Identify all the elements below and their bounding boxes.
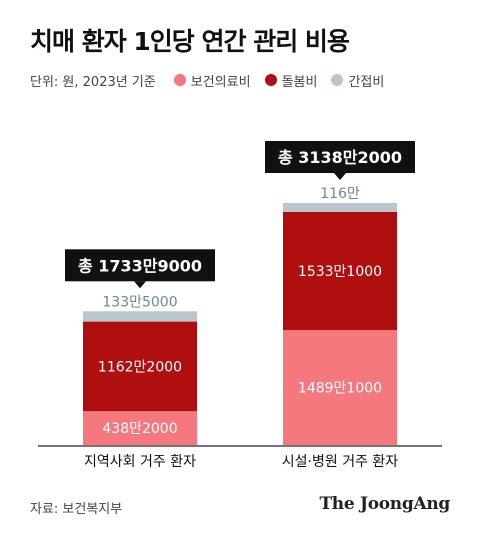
total-label: 총 1733만9000 — [78, 256, 202, 275]
bar-segment — [83, 321, 197, 412]
legend-item-medical: 보건의료비 — [173, 71, 251, 90]
data-label: 116만 — [320, 186, 360, 202]
total-callout-box — [65, 249, 215, 282]
total-callout-pointer — [334, 173, 346, 180]
brand-logo: The JoongAng — [319, 494, 450, 514]
legend-swatch-medical — [173, 74, 186, 86]
total-callout-box — [265, 141, 415, 173]
chart-title: 치매 환자 1인당 연간 관리 비용 — [30, 27, 350, 56]
bar-segment — [283, 211, 397, 331]
legend-label-care: 돌봄비 — [281, 74, 318, 90]
unit-note: 단위: 원, 2023년 기준 — [30, 74, 156, 90]
legend-bar: 단위: 원, 2023년 기준 보건의료비 돌봄비 간접비 — [30, 70, 398, 90]
bar-segment — [83, 411, 197, 445]
data-label: 1489만1000 — [298, 381, 382, 397]
category-label: 시설·병원 거주 환자 — [282, 454, 399, 470]
legend-item-care: 돌봄비 — [264, 71, 318, 90]
bar-segment — [283, 330, 397, 445]
legend-label-indirect: 간접비 — [348, 74, 385, 90]
bar-segment — [283, 203, 397, 212]
total-label: 총 3138만2000 — [278, 148, 402, 167]
legend-label-medical: 보건의료비 — [190, 74, 251, 90]
legend-item-indirect: 간접비 — [331, 71, 384, 90]
data-label: 438만2000 — [102, 421, 177, 437]
legend-swatch-indirect — [331, 74, 344, 86]
category-label: 지역사회 거주 환자 — [84, 454, 196, 470]
legend-swatch-care — [264, 74, 277, 86]
bar-segment — [83, 311, 197, 322]
total-callout-pointer — [134, 281, 146, 289]
data-label: 1533만1000 — [298, 264, 382, 280]
data-label: 133만5000 — [102, 294, 177, 310]
source-note: 자료: 보건복지부 — [30, 502, 123, 517]
data-label: 1162만2000 — [98, 359, 182, 375]
